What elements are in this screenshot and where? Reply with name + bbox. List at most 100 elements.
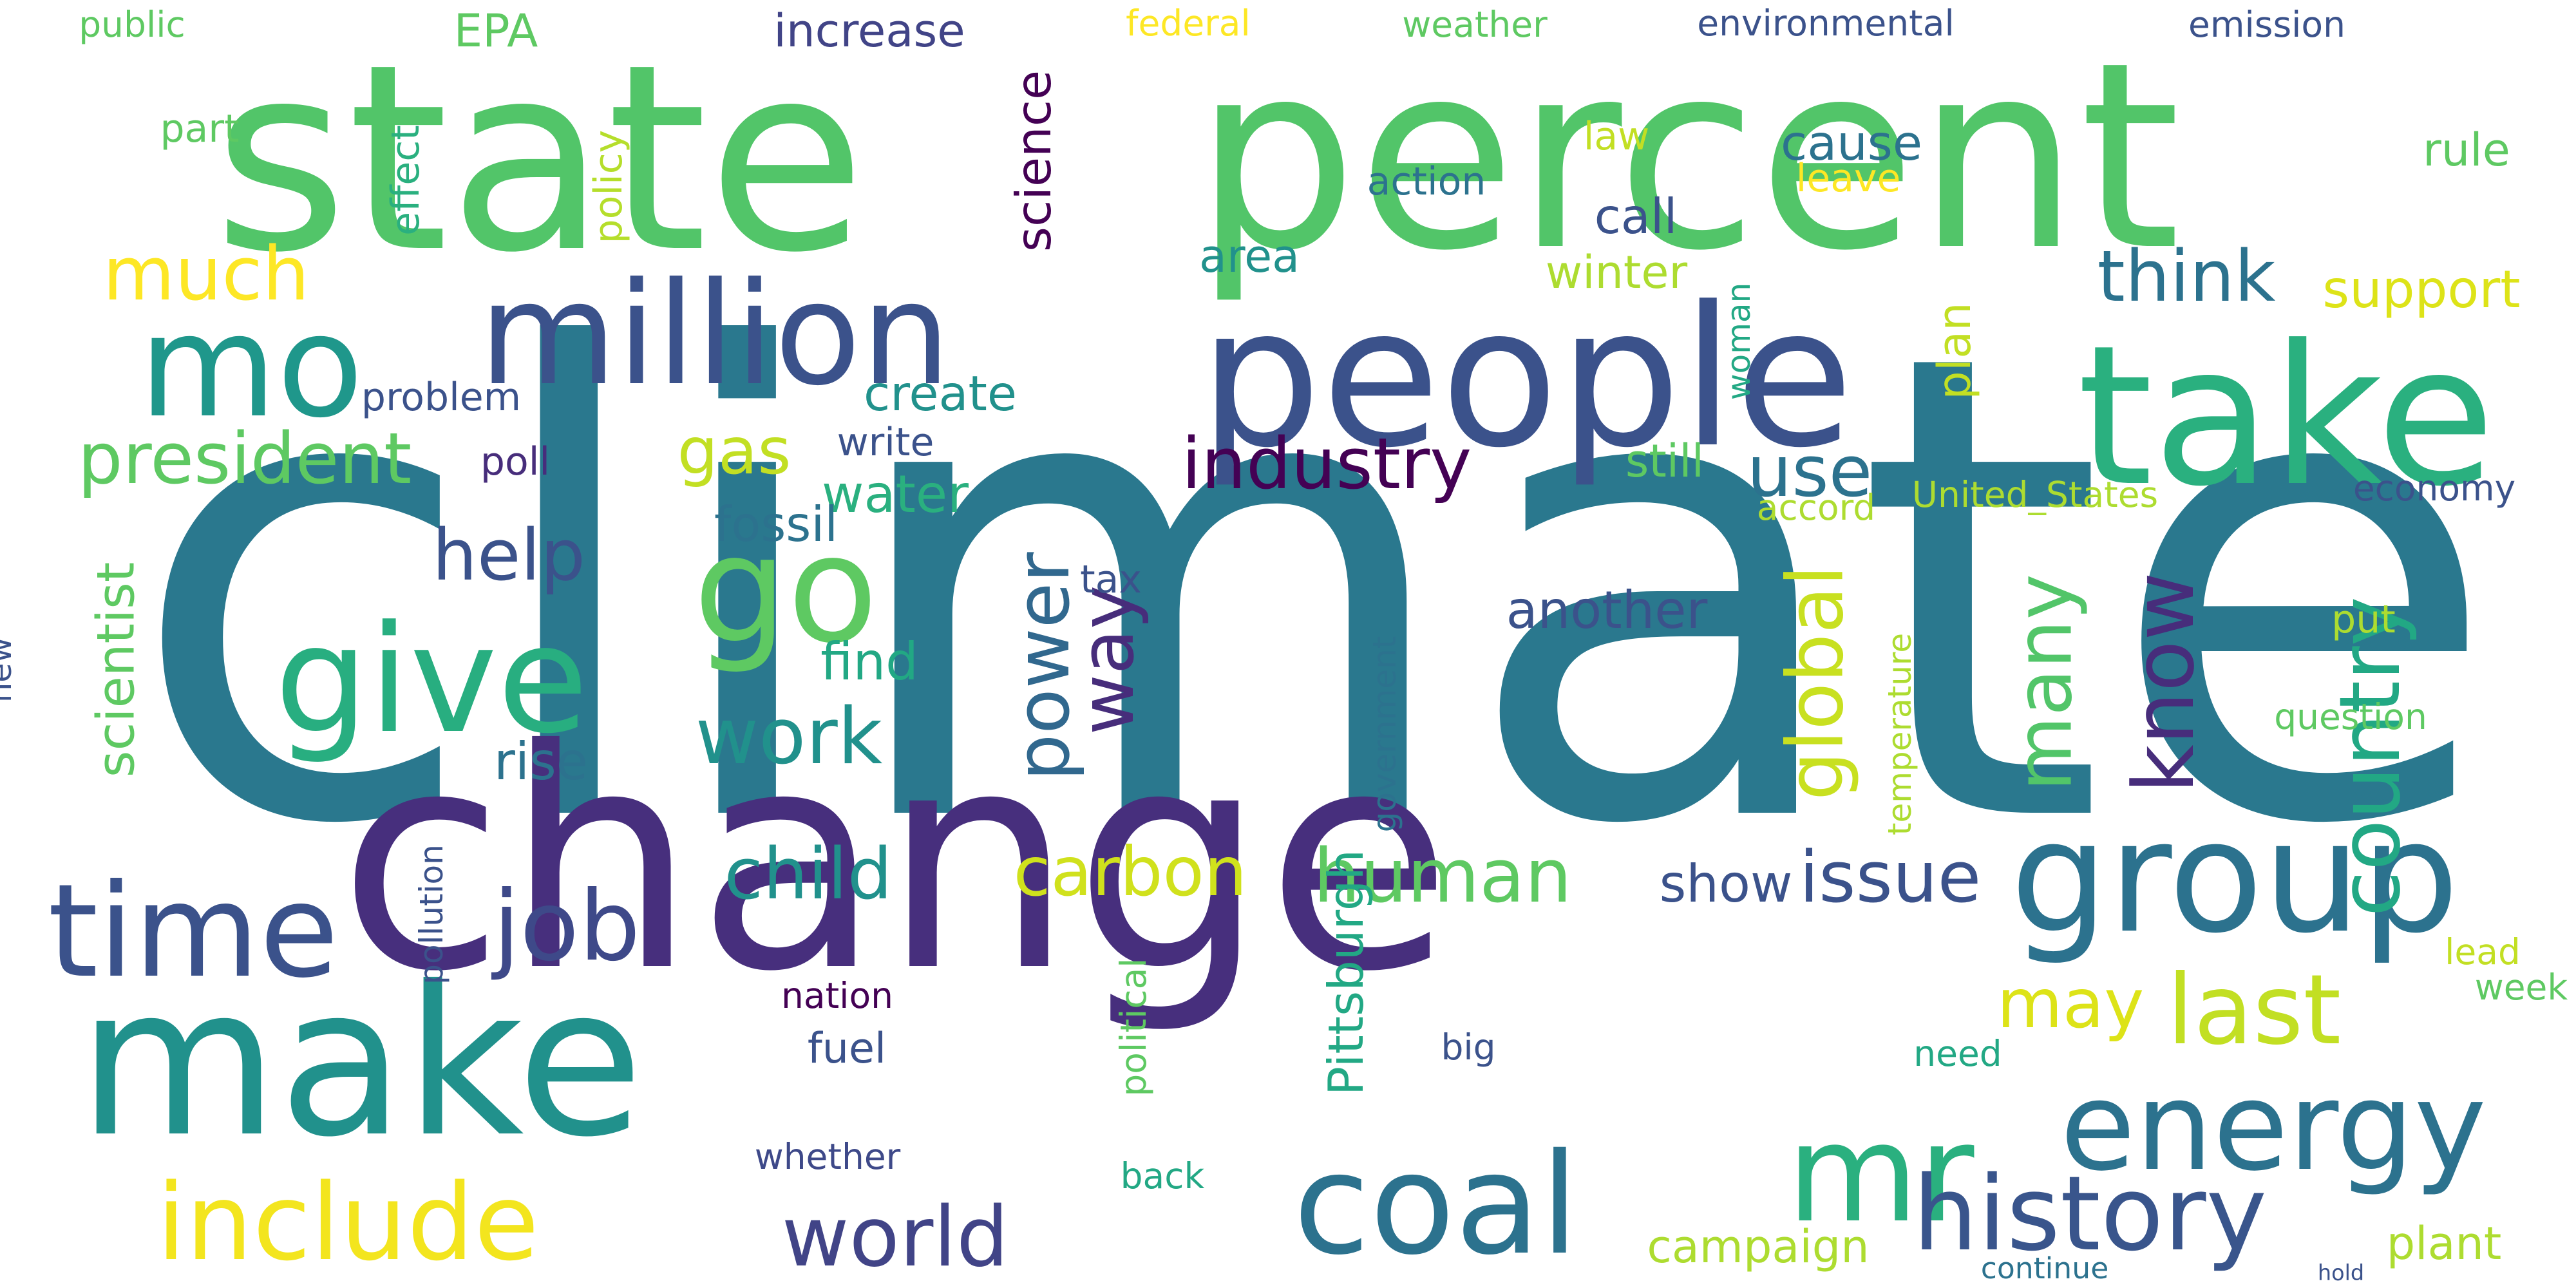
word-energy: energy	[2060, 1056, 2486, 1198]
word-week: week	[2475, 967, 2568, 1008]
word-people: people	[1199, 265, 1854, 490]
word-million: million	[479, 252, 951, 417]
word-way: way	[1065, 585, 1151, 735]
word-science: science	[1005, 70, 1062, 252]
word-campaign: campaign	[1647, 1220, 1869, 1273]
word-help: help	[432, 514, 585, 596]
word-country: country	[2321, 596, 2419, 916]
word-fuel: fuel	[808, 1025, 886, 1073]
word-plan: plan	[1928, 302, 1981, 399]
word-winter: winter	[1546, 246, 1688, 299]
word-mr: mr	[1787, 1095, 1975, 1253]
word-show: show	[1660, 854, 1793, 914]
word-think: think	[2098, 235, 2276, 317]
word-power: power	[1000, 552, 1086, 781]
word-global: global	[1772, 565, 1861, 800]
word-carbon: carbon	[1014, 833, 1247, 911]
word-job: job	[491, 871, 641, 983]
word-another: another	[1506, 580, 1708, 640]
word-pittsburgh: Pittsburgh	[1318, 849, 1374, 1095]
word-go: go	[694, 504, 878, 676]
word-fossil: fossil	[714, 496, 838, 553]
word-state: state	[213, 10, 866, 309]
word-find: find	[820, 632, 918, 692]
word-rise: rise	[494, 732, 588, 791]
word-history: history	[1913, 1153, 2267, 1274]
word-plant: plant	[2387, 1217, 2502, 1270]
word-public: public	[79, 4, 185, 45]
word-government: government	[1366, 636, 1403, 833]
word-create: create	[864, 365, 1017, 422]
word-support: support	[2322, 260, 2520, 319]
word-child: child	[724, 833, 892, 915]
word-president: president	[78, 417, 412, 500]
word-accord: accord	[1757, 487, 1875, 528]
word-problem: problem	[361, 375, 521, 420]
word-cause: cause	[1781, 115, 1922, 171]
word-new: new	[0, 637, 19, 703]
word-issue: issue	[1799, 836, 1982, 918]
word-federal: federal	[1126, 3, 1251, 44]
word-law: law	[1584, 114, 1650, 159]
word-nation: nation	[781, 975, 893, 1016]
word-political: political	[1113, 958, 1154, 1096]
word-world: world	[782, 1189, 1009, 1285]
word-many: many	[2000, 574, 2090, 791]
word-economy: economy	[2353, 468, 2515, 509]
word-scientist: scientist	[86, 562, 146, 777]
word-mo: mo	[139, 284, 364, 449]
word-hold: hold	[2318, 1260, 2364, 1285]
word-take: take	[2077, 304, 2495, 529]
word-still: still	[1625, 435, 1704, 488]
word-call: call	[1595, 188, 1678, 245]
word-leave: leave	[1796, 156, 1901, 201]
word-rule: rule	[2423, 124, 2510, 176]
word-pollution: pollution	[413, 844, 450, 985]
word-effect: effect	[383, 125, 428, 236]
word-make: make	[78, 943, 644, 1182]
word-temperature: temperature	[1881, 633, 1918, 835]
word-may: may	[1997, 965, 2145, 1043]
word-percent: percent	[1194, 8, 2181, 307]
word-put: put	[2331, 597, 2396, 642]
word-action: action	[1367, 159, 1486, 204]
word-coal: coal	[1293, 1123, 1579, 1285]
word-policy: policy	[586, 130, 631, 244]
word-time: time	[48, 857, 339, 1007]
word-include: include	[156, 1161, 539, 1284]
word-write: write	[837, 420, 934, 465]
word-continue: continue	[1981, 1251, 2109, 1285]
word-area: area	[1199, 230, 1300, 283]
word-tax: tax	[1080, 557, 1142, 602]
word-increase: increase	[773, 4, 965, 57]
word-weather: weather	[1402, 4, 1548, 45]
word-need: need	[1913, 1033, 2002, 1074]
word-water: water	[822, 464, 969, 524]
word-use: use	[1747, 430, 1873, 513]
word-poll: poll	[480, 439, 550, 484]
word-environmental: environmental	[1697, 3, 1955, 44]
word-much: much	[102, 231, 309, 317]
word-give: give	[274, 594, 589, 766]
word-whether: whether	[755, 1136, 901, 1177]
word-united-states: United_States	[1912, 474, 2158, 515]
word-epa: EPA	[454, 5, 538, 57]
word-know: know	[2115, 572, 2213, 793]
word-climate: climate	[127, 217, 2501, 964]
word-industry: industry	[1182, 422, 1472, 505]
word-woman: woman	[1720, 283, 1757, 401]
word-change: change	[338, 685, 1452, 1037]
word-lead: lead	[2445, 931, 2521, 972]
word-emission: emission	[2188, 4, 2345, 45]
word-gas: gas	[677, 413, 791, 489]
word-big: big	[1441, 1027, 1495, 1068]
word-last: last	[2167, 954, 2342, 1066]
word-back: back	[1121, 1155, 1205, 1197]
word-part: part	[160, 106, 239, 151]
word-human: human	[1313, 833, 1571, 920]
word-work: work	[696, 692, 883, 782]
word-group: group	[2010, 787, 2459, 967]
